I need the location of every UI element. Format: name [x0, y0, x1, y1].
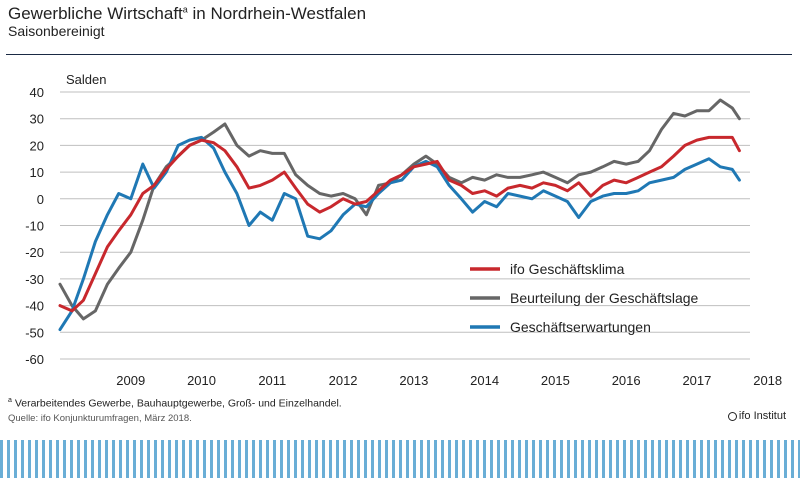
x-tick-label: 2017 [682, 373, 711, 388]
legend-label-klima: ifo Geschäftsklima [510, 261, 625, 277]
chart-subtitle: Saisonbereinigt [8, 23, 105, 39]
y-tick-label: -30 [25, 272, 44, 287]
legend-label-lage: Beurteilung der Geschäftslage [510, 290, 699, 306]
x-tick-label: 2013 [399, 373, 428, 388]
y-tick-label: 30 [30, 112, 44, 127]
x-tick-label: 2014 [470, 373, 499, 388]
footnote-text: Verarbeitendes Gewerbe, Bauhauptgewerbe,… [11, 397, 342, 410]
x-tick-label: 2010 [187, 373, 216, 388]
x-axis-ticks: 2009 2010 2011 2012 2013 2014 2015 2016 2017 2018 [116, 373, 782, 388]
y-tick-label: 40 [30, 85, 44, 100]
ifo-logo-icon [727, 411, 737, 421]
y-tick-label: -60 [25, 352, 44, 367]
series-line-erwartungen [58, 135, 741, 332]
chart-legend: ifo Geschäftsklima Beurteilung der Geschä… [470, 261, 699, 335]
brand-name: ifo Institut [738, 410, 786, 422]
y-tick-label: -10 [25, 219, 44, 234]
y-axis-ticks: 40 30 20 10 0 -10 -20 -30 -40 -50 -60 [25, 85, 44, 367]
chart-title-footnote-mark: a [182, 4, 188, 15]
y-tick-label: -50 [25, 325, 44, 340]
chart-title-rest: in Nordrhein-Westfalen [187, 4, 367, 23]
x-tick-label: 2016 [612, 373, 641, 388]
brand-logo: ifo Institut [727, 410, 786, 422]
chart-title-main: Gewerbliche Wirtschaft [8, 4, 183, 23]
x-tick-label: 2011 [258, 373, 286, 388]
y-tick-label: 10 [30, 165, 44, 180]
chart-grid [60, 91, 750, 360]
series-line-klima [58, 135, 741, 313]
x-tick-label: 2009 [116, 373, 145, 388]
x-tick-label: 2015 [541, 373, 570, 388]
source-note: Quelle: ifo Konjunkturumfragen, März 201… [8, 413, 192, 424]
chart-series-lines [58, 98, 741, 332]
decorative-stripe [0, 440, 800, 478]
x-tick-label: 2012 [329, 373, 358, 388]
footnote-mark: a [8, 397, 12, 404]
y-tick-label: 0 [37, 192, 44, 207]
x-tick-label: 2018 [753, 373, 782, 388]
y-axis-label: Salden [66, 72, 106, 87]
chart-title: Gewerbliche Wirtschafta in Nordrhein-Wes… [8, 4, 366, 24]
header-divider [6, 54, 792, 55]
y-tick-label: -40 [25, 299, 44, 314]
y-tick-label: 20 [30, 138, 44, 153]
series-line-lage [58, 98, 741, 321]
footnote: a Verarbeitendes Gewerbe, Bauhauptgewerb… [8, 397, 342, 410]
y-tick-label: -20 [25, 245, 44, 260]
legend-label-erwartungen: Geschäftserwartungen [510, 319, 651, 335]
